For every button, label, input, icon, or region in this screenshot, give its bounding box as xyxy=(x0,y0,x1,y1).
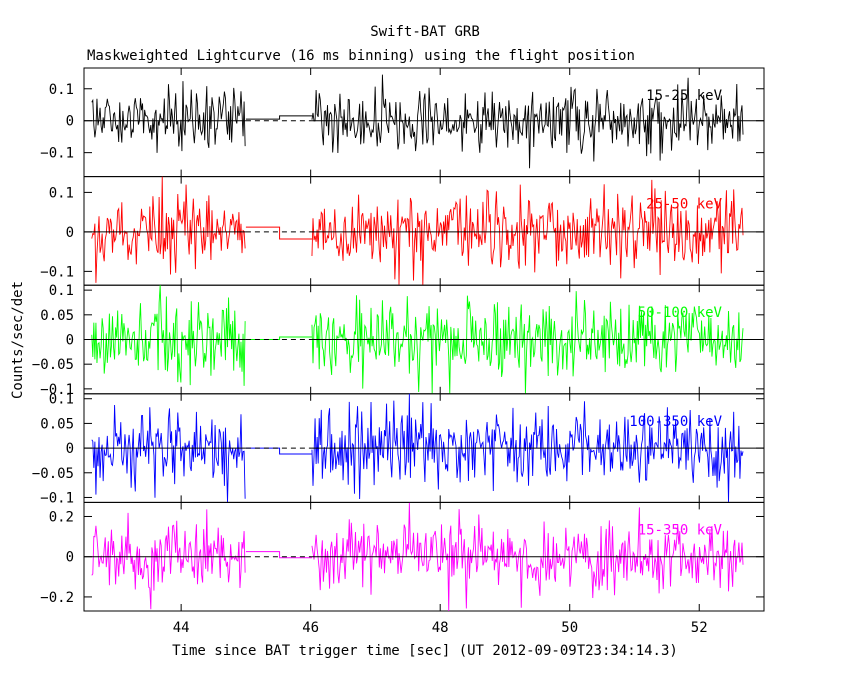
figure-title: Swift-BAT GRB xyxy=(370,24,480,40)
gap-step-1 xyxy=(245,115,312,120)
lightcurve-series-1 xyxy=(91,74,744,169)
band-label-1: 15-25 keV xyxy=(646,88,722,104)
x-tick-label-4: 52 xyxy=(691,620,708,636)
y-tick-label-5-2: 0.2 xyxy=(49,509,74,525)
lightcurve-series-2 xyxy=(91,176,744,286)
lightcurve-series-3 xyxy=(91,285,744,394)
gap-step-4 xyxy=(245,447,312,455)
y-tick-label-4-2: 0 xyxy=(66,441,74,457)
y-axis-label: Counts/sec/det xyxy=(10,281,26,399)
y-tick-label-4-4: 0.1 xyxy=(49,392,74,408)
lightcurve-series-4 xyxy=(91,393,744,503)
x-tick-label-2: 48 xyxy=(432,620,449,636)
x-axis-label: Time since BAT trigger time [sec] (UT 20… xyxy=(172,643,678,659)
y-tick-label-3-3: 0.05 xyxy=(40,308,74,324)
y-tick-label-4-0: −0.1 xyxy=(40,490,74,506)
x-tick-label-1: 46 xyxy=(302,620,319,636)
y-tick-label-1-2: 0.1 xyxy=(49,82,74,98)
band-label-4: 100-350 keV xyxy=(629,414,722,430)
panel-frame-1 xyxy=(83,67,765,178)
band-label-5: 15-350 keV xyxy=(638,522,723,538)
figure-subtitle: Maskweighted Lightcurve (16 ms binning) … xyxy=(87,48,635,64)
y-tick-label-1-1: 0 xyxy=(66,114,74,130)
y-tick-label-3-1: −0.05 xyxy=(32,357,74,373)
y-tick-label-5-0: −0.2 xyxy=(40,590,74,606)
y-tick-label-3-0: −0.1 xyxy=(40,382,74,398)
lightcurve-series-5 xyxy=(91,502,744,612)
gap-step-2 xyxy=(245,226,312,240)
x-tick-label-0: 44 xyxy=(173,620,190,636)
y-tick-label-5-1: 0 xyxy=(66,550,74,566)
y-tick-label-2-0: −0.1 xyxy=(40,264,74,280)
panels-group: −0.1 0 0.1 15-25 keV −0.1 0 0.1 25-50 keV −0.1 −0… xyxy=(32,67,765,636)
y-tick-label-3-4: 0.1 xyxy=(49,283,74,299)
y-tick-label-2-1: 0 xyxy=(66,225,74,241)
y-tick-label-4-3: 0.05 xyxy=(40,416,74,432)
y-tick-label-4-1: −0.05 xyxy=(32,466,74,482)
gap-step-3 xyxy=(245,336,312,340)
y-tick-label-3-2: 0 xyxy=(66,333,74,349)
y-tick-label-2-2: 0.1 xyxy=(49,185,74,201)
band-label-2: 25-50 keV xyxy=(646,197,722,213)
x-tick-label-3: 50 xyxy=(561,620,578,636)
y-tick-label-1-0: −0.1 xyxy=(40,146,74,162)
band-label-3: 50-100 keV xyxy=(638,305,723,321)
gap-step-5 xyxy=(245,551,312,559)
